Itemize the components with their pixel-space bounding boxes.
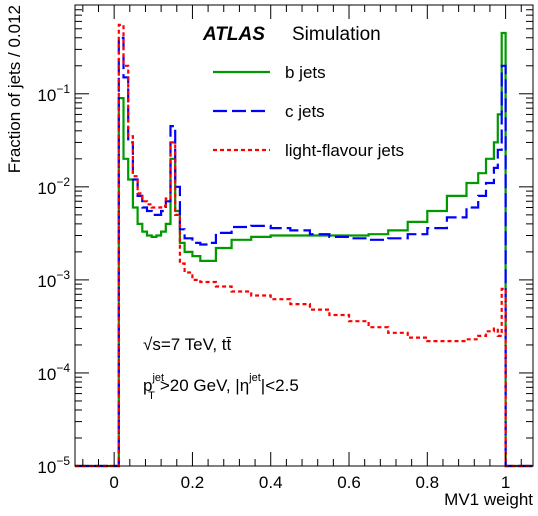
x-tick-label-0: 0 <box>109 473 118 492</box>
series-line-1 <box>75 36 533 468</box>
cuts-pt-subscript: T <box>148 390 155 402</box>
x-axis-ticks: 0 0.2 0.4 0.6 0.8 1 <box>82 5 522 492</box>
cuts-pt-symbol: p <box>143 376 152 395</box>
x-axis-label: MV1 weight <box>444 490 533 509</box>
y-tick-label-0: 10−5 <box>37 454 70 477</box>
cuts-annotation: pjet T>20 GeV, |ηjet|<2.5 <box>143 372 299 402</box>
x-tick-label-2: 0.4 <box>259 473 283 492</box>
series-line-2 <box>75 23 533 468</box>
cuts-pt-superscript: jet <box>151 372 164 384</box>
atlas-experiment-label: ATLAS <box>202 24 265 45</box>
legend: b jets c jets light-flavour jets <box>213 63 404 160</box>
cuts-eta-rest: |<2.5 <box>261 376 299 395</box>
series-layer <box>75 23 533 468</box>
atlas-simulation-label: Simulation <box>292 24 381 45</box>
legend-label-2: light-flavour jets <box>285 141 404 160</box>
cuts-pt-rest: >20 GeV, |η <box>160 376 249 395</box>
cuts-eta-superscript: jet <box>248 372 261 384</box>
y-axis-ticks: 10−5 10−4 10−3 10−2 10−1 <box>37 4 533 477</box>
legend-label-0: b jets <box>285 63 326 82</box>
y-axis-label: Fraction of jets / 0.012 <box>5 5 24 173</box>
y-tick-label-3: 10−2 <box>37 175 70 198</box>
legend-label-1: c jets <box>285 102 325 121</box>
y-tick-label-1: 10−4 <box>37 361 70 384</box>
x-tick-label-1: 0.2 <box>181 473 205 492</box>
x-tick-label-4: 0.8 <box>415 473 439 492</box>
series-line-0 <box>75 31 533 468</box>
x-tick-label-5: 1 <box>501 473 510 492</box>
y-tick-label-4: 10−1 <box>37 82 70 105</box>
y-tick-label-2: 10−3 <box>37 268 70 291</box>
x-tick-label-3: 0.6 <box>337 473 361 492</box>
atlas-label: ATLAS Simulation <box>202 24 381 45</box>
energy-annotation: √s=7 TeV, tt̄ <box>143 335 232 354</box>
